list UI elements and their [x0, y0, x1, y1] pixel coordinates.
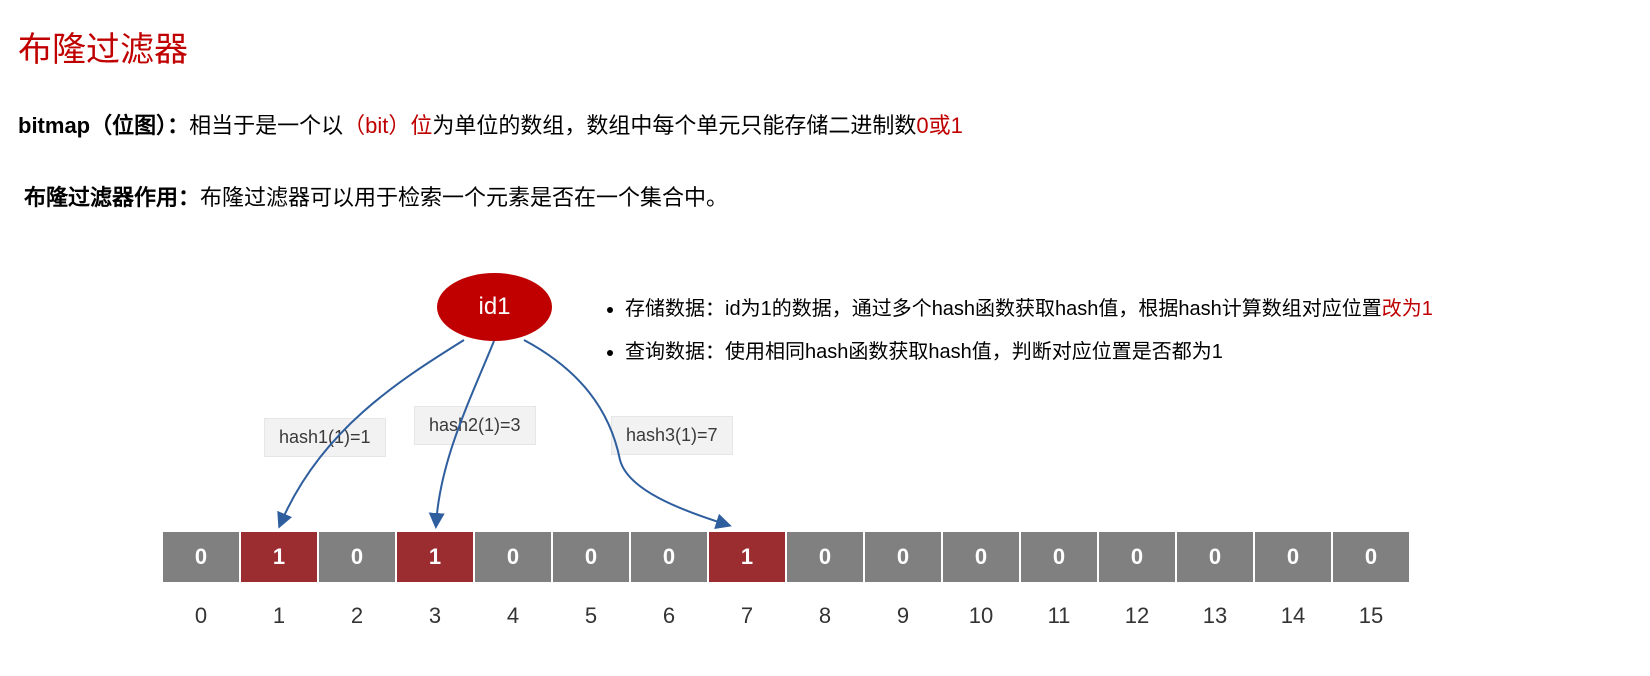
bullet-label: 查询数据：: [625, 341, 725, 363]
bitmap-cell-0: 0: [163, 532, 239, 582]
para1-text2: 为单位的数组，数组中每个单元只能存储二进制数: [432, 113, 916, 138]
index-label-4: 4: [475, 603, 551, 629]
bullet-text: 使用相同hash函数获取hash值，判断对应位置是否都为1: [725, 341, 1223, 363]
bullet-list: 存储数据：id为1的数据，通过多个hash函数获取hash值，根据hash计算数…: [625, 292, 1433, 378]
hash-label-3: hash3(1)=7: [611, 416, 733, 455]
bitmap-cell-5: 0: [553, 532, 629, 582]
bitmap-cell-13: 0: [1177, 532, 1253, 582]
hash-label-1: hash1(1)=1: [264, 418, 386, 457]
bullet-query: 查询数据：使用相同hash函数获取hash值，判断对应位置是否都为1: [625, 335, 1433, 364]
index-label-8: 8: [787, 603, 863, 629]
para1-red2: 0或1: [916, 113, 962, 138]
para1-text1: 相当于是一个以: [189, 113, 343, 138]
bitmap-cell-1: 1: [241, 532, 317, 582]
bitmap-cell-6: 0: [631, 532, 707, 582]
bitmap-cell-10: 0: [943, 532, 1019, 582]
index-label-5: 5: [553, 603, 629, 629]
index-label-3: 3: [397, 603, 473, 629]
page-title: 布隆过滤器: [18, 22, 188, 71]
index-label-10: 10: [943, 603, 1019, 629]
para2-text: 布隆过滤器可以用于检索一个元素是否在一个集合中。: [200, 185, 728, 210]
index-label-6: 6: [631, 603, 707, 629]
index-label-14: 14: [1255, 603, 1331, 629]
bitmap-cell-15: 0: [1333, 532, 1409, 582]
bullet-store: 存储数据：id为1的数据，通过多个hash函数获取hash值，根据hash计算数…: [625, 292, 1433, 321]
bitmap-cell-12: 0: [1099, 532, 1175, 582]
bullet-label: 存储数据：: [625, 298, 725, 320]
paragraph-bitmap: bitmap（位图）：相当于是一个以（bit）位为单位的数组，数组中每个单元只能…: [18, 108, 963, 140]
bullet-text: id为1的数据，通过多个hash函数获取hash值，根据hash计算数组对应位置: [725, 298, 1382, 320]
index-label-9: 9: [865, 603, 941, 629]
index-label-0: 0: [163, 603, 239, 629]
bitmap-cell-4: 0: [475, 532, 551, 582]
bitmap-cell-7: 1: [709, 532, 785, 582]
index-label-12: 12: [1099, 603, 1175, 629]
bitmap-cell-11: 0: [1021, 532, 1097, 582]
index-label-2: 2: [319, 603, 395, 629]
bitmap-cell-3: 1: [397, 532, 473, 582]
bitmap-cell-2: 0: [319, 532, 395, 582]
index-label-15: 15: [1333, 603, 1409, 629]
index-label-11: 11: [1021, 603, 1097, 629]
bitmap-cell-14: 0: [1255, 532, 1331, 582]
id-node: id1: [437, 273, 552, 341]
bitmap-cell-9: 0: [865, 532, 941, 582]
bullet-red: 改为1: [1382, 298, 1433, 320]
para2-bold: 布隆过滤器作用：: [24, 185, 200, 210]
index-label-13: 13: [1177, 603, 1253, 629]
bitmap-row: 0101000100000000: [163, 532, 1411, 582]
para1-bold: bitmap（位图）：: [18, 113, 189, 138]
hash-label-2: hash2(1)=3: [414, 406, 536, 445]
para1-red1: （bit）位: [343, 113, 432, 138]
index-label-1: 1: [241, 603, 317, 629]
paragraph-purpose: 布隆过滤器作用：布隆过滤器可以用于检索一个元素是否在一个集合中。: [24, 180, 728, 212]
index-label-7: 7: [709, 603, 785, 629]
index-row: 0123456789101112131415: [163, 603, 1411, 629]
bitmap-cell-8: 0: [787, 532, 863, 582]
